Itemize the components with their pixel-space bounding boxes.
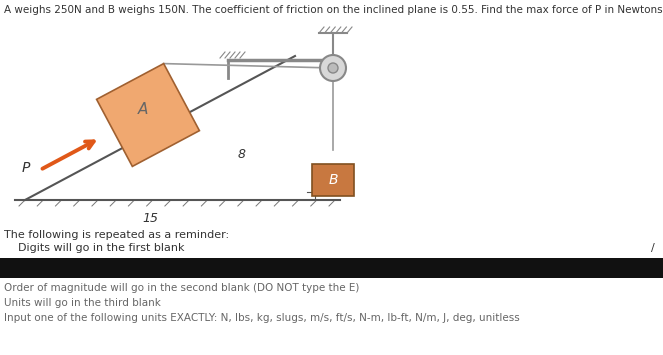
Text: /: / [651,243,655,253]
Text: 8: 8 [238,148,246,162]
Circle shape [320,55,346,81]
Text: Input one of the following units EXACTLY: N, Ibs, kg, slugs, m/s, ft/s, N-m, Ib-: Input one of the following units EXACTLY… [4,313,520,323]
Text: A: A [138,103,149,118]
Text: Units will go in the third blank: Units will go in the third blank [4,298,161,308]
Bar [312,164,354,196]
Text: 15: 15 [142,212,158,225]
Circle shape [328,63,338,73]
Text: B: B [328,173,337,187]
Bar [0,258,663,278]
Text: P: P [22,161,30,175]
Text: A weighs 250N and B weighs 150N. The coefficient of friction on the inclined pla: A weighs 250N and B weighs 150N. The coe… [4,5,663,15]
Text: Digits will go in the first blank: Digits will go in the first blank [18,243,184,253]
Polygon shape [97,64,200,166]
Text: The following is repeated as a reminder:: The following is repeated as a reminder: [4,230,229,240]
Text: Order of magnitude will go in the second blank (DO NOT type the E): Order of magnitude will go in the second… [4,283,359,293]
